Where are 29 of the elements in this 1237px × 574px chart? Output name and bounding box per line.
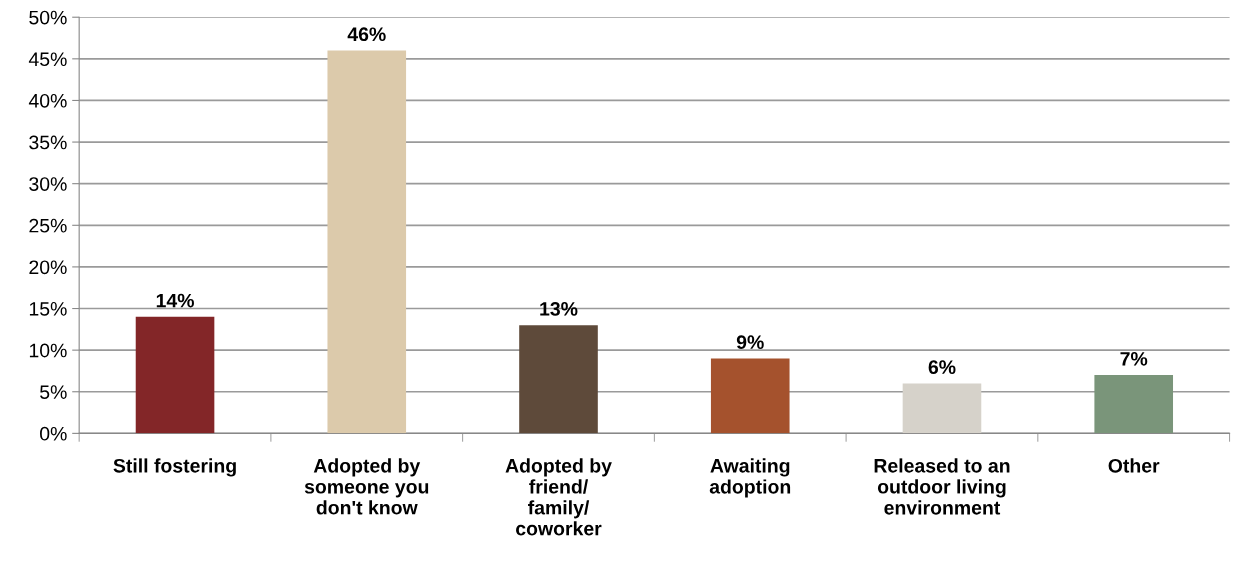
- y-tick-label: 25%: [29, 218, 67, 233]
- data-label: 9%: [736, 335, 764, 350]
- y-tick-label: 0%: [40, 426, 67, 441]
- data-label: 6%: [928, 360, 956, 375]
- y-tick-label: 15%: [29, 302, 67, 316]
- bar: [710, 358, 790, 434]
- y-tick-label: 10%: [29, 343, 67, 358]
- bar: [519, 325, 598, 434]
- y-tick-label: 35%: [29, 135, 67, 150]
- bar: [902, 383, 982, 434]
- y-tick-label: 40%: [28, 93, 67, 108]
- y-tick-label: 45%: [28, 52, 67, 67]
- x-tick-label: Adopted by someone you don't know: [304, 458, 429, 515]
- x-tick-label: Still fostering: [113, 458, 236, 477]
- y-tick-label: 50%: [29, 10, 67, 25]
- bar: [327, 50, 407, 434]
- data-label: 46%: [347, 27, 386, 42]
- bar: [1094, 375, 1174, 434]
- y-tick-label: 5%: [40, 385, 67, 399]
- bar: [135, 316, 215, 434]
- y-tick-label: 30%: [29, 177, 67, 191]
- x-tick-label: Released to an outdoor living environment: [874, 458, 1010, 515]
- x-tick-label: Other: [1108, 458, 1160, 473]
- data-label: 13%: [540, 302, 578, 316]
- x-tick-label: Adopted by friend/ family/ coworker: [505, 458, 612, 536]
- data-label: 7%: [1120, 351, 1148, 366]
- y-tick-label: 20%: [29, 260, 67, 275]
- data-label: 14%: [156, 293, 194, 308]
- x-tick-label: Awaiting adoption: [709, 458, 791, 498]
